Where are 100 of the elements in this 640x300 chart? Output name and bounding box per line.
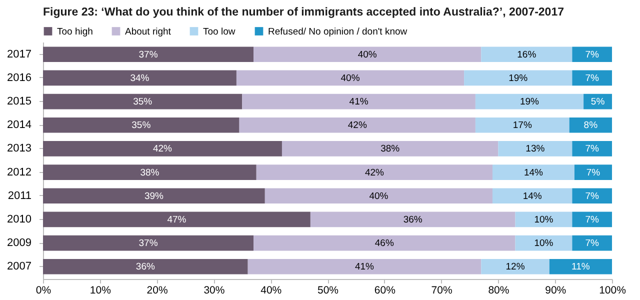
data-label: 19%: [520, 96, 540, 108]
x-tick-label: 30%: [204, 284, 225, 296]
data-label: 40%: [358, 49, 378, 60]
bar: [236, 70, 464, 86]
bar: [572, 235, 612, 251]
y-tick-label: 2017: [7, 48, 32, 60]
bar: [498, 141, 572, 156]
bar: [43, 258, 248, 274]
y-tick-label: 2007: [7, 260, 32, 273]
data-label: 36%: [403, 214, 423, 226]
bar: [43, 212, 310, 228]
y-tick-label: 2012: [7, 166, 32, 178]
x-tick-label: 20%: [146, 284, 168, 296]
bar: [248, 258, 482, 274]
bar: [43, 46, 254, 62]
data-label: 19%: [508, 72, 528, 84]
data-label: 42%: [364, 167, 384, 178]
bar: [475, 94, 584, 110]
bar: [492, 188, 572, 204]
data-label: 37%: [138, 238, 158, 250]
bar: [43, 117, 240, 133]
bar: [43, 141, 282, 156]
data-label: 11%: [572, 262, 590, 273]
data-label: 37%: [138, 49, 158, 60]
data-label: 41%: [354, 262, 375, 273]
bar: [43, 235, 254, 251]
bar: [481, 46, 572, 62]
bar: [43, 94, 242, 110]
x-tick-label: 90%: [545, 284, 566, 296]
x-tick-label: 80%: [488, 284, 510, 296]
data-label: 12%: [506, 262, 526, 273]
data-label: 10%: [534, 238, 554, 250]
y-tick-label: 2009: [7, 237, 32, 250]
bar: [515, 235, 572, 251]
x-tick-label: 40%: [260, 284, 282, 296]
data-label: 17%: [512, 120, 532, 132]
bar: [254, 235, 516, 251]
y-tick-label: 2014: [7, 119, 32, 132]
x-tick-label: 50%: [317, 284, 339, 296]
legend-label: Too low: [203, 26, 236, 38]
data-label: 7%: [586, 167, 601, 178]
data-label: 42%: [152, 144, 173, 155]
bar: [475, 117, 570, 133]
data-label: 35%: [133, 96, 153, 108]
bar: [492, 164, 574, 180]
bar: [264, 188, 493, 204]
data-label: 41%: [349, 96, 369, 108]
bar: [515, 212, 572, 228]
bar: [572, 70, 612, 86]
bar: [43, 188, 265, 204]
x-tick-label: 70%: [431, 284, 452, 296]
data-label: 47%: [167, 214, 187, 226]
data-label: 34%: [130, 72, 150, 84]
data-label: 40%: [369, 190, 389, 202]
data-label: 8%: [584, 120, 598, 132]
data-label: 40%: [340, 72, 360, 84]
data-label: 7%: [585, 144, 600, 155]
data-label: 7%: [585, 190, 600, 202]
bar: [242, 94, 476, 110]
data-label: 46%: [374, 238, 394, 250]
legend-label: Too high: [57, 26, 93, 38]
data-label: 13%: [526, 144, 546, 155]
y-tick-label: 2013: [7, 142, 32, 155]
bar: [574, 164, 612, 180]
y-tick-label: 2015: [7, 96, 32, 108]
x-tick-label: 0%: [36, 284, 52, 296]
y-tick-label: 2016: [7, 72, 32, 84]
bar: [310, 212, 516, 228]
bar: [43, 164, 256, 180]
bar: [282, 141, 498, 156]
y-tick-label: 2011: [8, 190, 32, 202]
data-label: 10%: [534, 214, 554, 226]
data-label: 5%: [590, 96, 606, 108]
bar: [549, 258, 612, 274]
data-label: 7%: [585, 214, 600, 226]
bar: [572, 46, 612, 62]
data-label: 7%: [585, 49, 600, 60]
x-tick-label: 60%: [374, 284, 396, 296]
data-label: 38%: [140, 167, 160, 178]
chart-title: Figure 23: ‘What do you think of the number of immigrants accepted into Australia?’, 2007-2017: [43, 6, 564, 18]
bar: [464, 70, 572, 86]
bar: [572, 188, 612, 204]
x-tick-label: 100%: [599, 284, 626, 296]
bar: [572, 141, 612, 156]
x-tick-label: 10%: [90, 284, 111, 296]
legend-label: About right: [125, 26, 172, 38]
data-label: 7%: [585, 238, 600, 250]
bar: [481, 258, 550, 274]
data-label: 35%: [132, 120, 152, 132]
data-label: 14%: [522, 190, 542, 202]
data-label: 36%: [136, 262, 156, 273]
bar: [43, 70, 236, 86]
bar: [572, 212, 612, 228]
bar: [254, 46, 482, 62]
data-label: 7%: [585, 72, 600, 84]
data-label: 14%: [524, 167, 544, 178]
bar: [256, 164, 493, 180]
bar: [569, 117, 612, 133]
data-label: 38%: [380, 144, 400, 155]
data-label: 39%: [144, 190, 164, 202]
